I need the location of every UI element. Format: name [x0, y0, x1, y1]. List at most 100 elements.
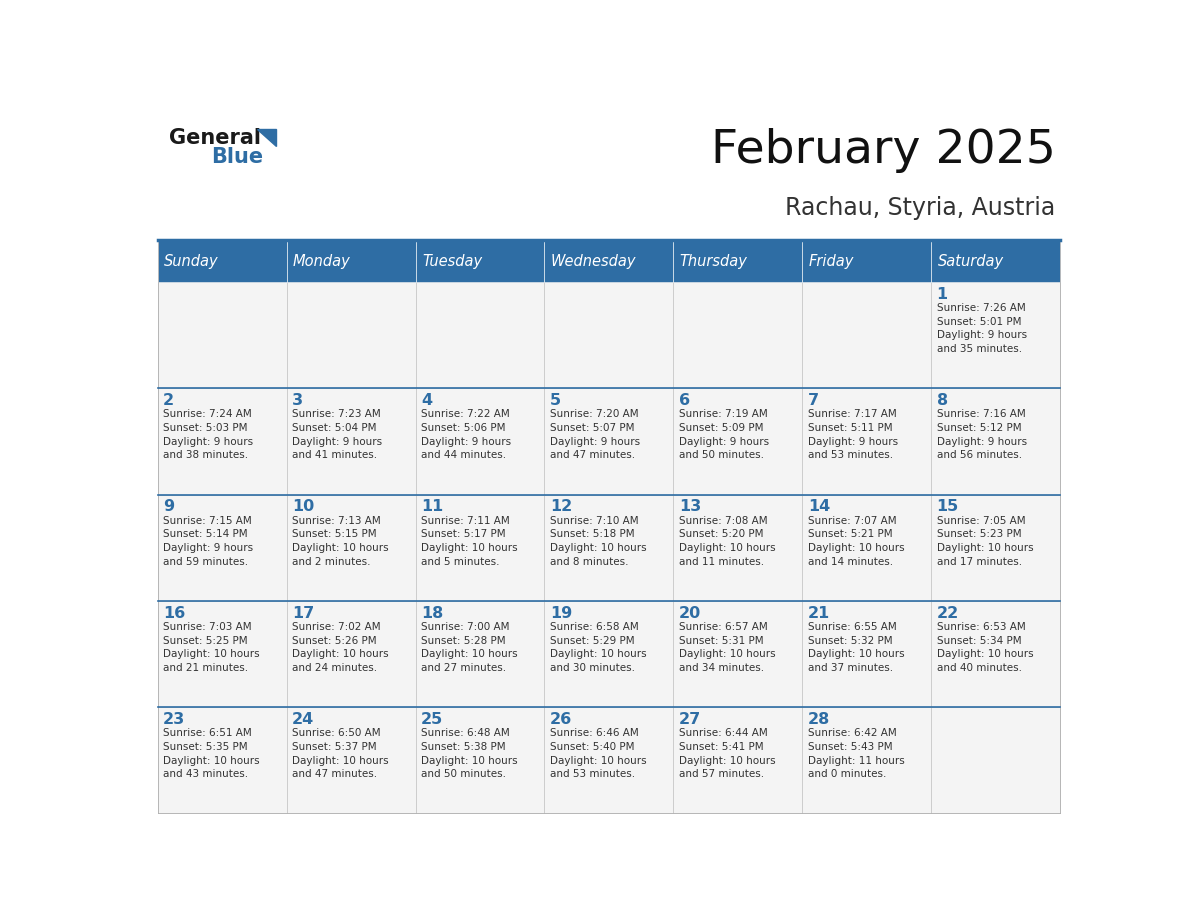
Bar [802, 707, 931, 813]
Text: Sunrise: 6:58 AM
Sunset: 5:29 PM
Daylight: 10 hours
and 30 minutes.: Sunrise: 6:58 AM Sunset: 5:29 PM Dayligh… [550, 622, 646, 673]
Bar [286, 282, 416, 388]
Text: Sunday: Sunday [164, 254, 219, 269]
Bar [286, 707, 416, 813]
Bar [158, 282, 286, 388]
Bar [802, 282, 931, 388]
Polygon shape [257, 129, 276, 145]
Bar [286, 388, 416, 495]
Text: 10: 10 [292, 499, 315, 514]
Text: 3: 3 [292, 393, 303, 409]
Text: Sunrise: 6:46 AM
Sunset: 5:40 PM
Daylight: 10 hours
and 53 minutes.: Sunrise: 6:46 AM Sunset: 5:40 PM Dayligh… [550, 728, 646, 779]
Text: 12: 12 [550, 499, 573, 514]
Bar [674, 241, 802, 282]
Text: Sunrise: 7:23 AM
Sunset: 5:04 PM
Daylight: 9 hours
and 41 minutes.: Sunrise: 7:23 AM Sunset: 5:04 PM Dayligh… [292, 409, 383, 460]
Bar [674, 282, 802, 388]
Text: 25: 25 [421, 712, 443, 727]
Bar [674, 601, 802, 707]
Text: Sunrise: 7:00 AM
Sunset: 5:28 PM
Daylight: 10 hours
and 27 minutes.: Sunrise: 7:00 AM Sunset: 5:28 PM Dayligh… [421, 622, 518, 673]
Text: 14: 14 [808, 499, 830, 514]
Text: 5: 5 [550, 393, 561, 409]
Text: Sunrise: 7:11 AM
Sunset: 5:17 PM
Daylight: 10 hours
and 5 minutes.: Sunrise: 7:11 AM Sunset: 5:17 PM Dayligh… [421, 516, 518, 566]
Bar [158, 388, 286, 495]
Text: Thursday: Thursday [680, 254, 747, 269]
Text: Sunrise: 7:07 AM
Sunset: 5:21 PM
Daylight: 10 hours
and 14 minutes.: Sunrise: 7:07 AM Sunset: 5:21 PM Dayligh… [808, 516, 904, 566]
Bar [544, 707, 674, 813]
Text: 27: 27 [678, 712, 701, 727]
Bar [416, 495, 544, 601]
Text: 24: 24 [292, 712, 315, 727]
Bar [544, 282, 674, 388]
Text: Sunrise: 7:15 AM
Sunset: 5:14 PM
Daylight: 9 hours
and 59 minutes.: Sunrise: 7:15 AM Sunset: 5:14 PM Dayligh… [163, 516, 253, 566]
Text: 1: 1 [936, 286, 948, 302]
Text: Sunrise: 7:05 AM
Sunset: 5:23 PM
Daylight: 10 hours
and 17 minutes.: Sunrise: 7:05 AM Sunset: 5:23 PM Dayligh… [936, 516, 1034, 566]
Text: Sunrise: 6:50 AM
Sunset: 5:37 PM
Daylight: 10 hours
and 47 minutes.: Sunrise: 6:50 AM Sunset: 5:37 PM Dayligh… [292, 728, 388, 779]
Text: Rachau, Styria, Austria: Rachau, Styria, Austria [785, 196, 1055, 220]
Bar [931, 707, 1060, 813]
Bar [802, 241, 931, 282]
Bar [544, 601, 674, 707]
Text: Wednesday: Wednesday [551, 254, 637, 269]
Text: Sunrise: 6:57 AM
Sunset: 5:31 PM
Daylight: 10 hours
and 34 minutes.: Sunrise: 6:57 AM Sunset: 5:31 PM Dayligh… [678, 622, 776, 673]
Text: 8: 8 [936, 393, 948, 409]
Text: Sunrise: 6:55 AM
Sunset: 5:32 PM
Daylight: 10 hours
and 37 minutes.: Sunrise: 6:55 AM Sunset: 5:32 PM Dayligh… [808, 622, 904, 673]
Text: Friday: Friday [809, 254, 854, 269]
Bar [158, 241, 286, 282]
Text: General: General [169, 128, 260, 148]
Text: Sunrise: 7:19 AM
Sunset: 5:09 PM
Daylight: 9 hours
and 50 minutes.: Sunrise: 7:19 AM Sunset: 5:09 PM Dayligh… [678, 409, 769, 460]
Text: Sunrise: 7:17 AM
Sunset: 5:11 PM
Daylight: 9 hours
and 53 minutes.: Sunrise: 7:17 AM Sunset: 5:11 PM Dayligh… [808, 409, 898, 460]
Bar [802, 495, 931, 601]
Bar [416, 388, 544, 495]
Text: Sunrise: 7:03 AM
Sunset: 5:25 PM
Daylight: 10 hours
and 21 minutes.: Sunrise: 7:03 AM Sunset: 5:25 PM Dayligh… [163, 622, 260, 673]
Text: 9: 9 [163, 499, 175, 514]
Text: Sunrise: 6:53 AM
Sunset: 5:34 PM
Daylight: 10 hours
and 40 minutes.: Sunrise: 6:53 AM Sunset: 5:34 PM Dayligh… [936, 622, 1034, 673]
Text: Sunrise: 6:42 AM
Sunset: 5:43 PM
Daylight: 11 hours
and 0 minutes.: Sunrise: 6:42 AM Sunset: 5:43 PM Dayligh… [808, 728, 904, 779]
Text: 16: 16 [163, 606, 185, 621]
Bar [286, 601, 416, 707]
Bar [544, 241, 674, 282]
Text: Saturday: Saturday [937, 254, 1004, 269]
Text: Sunrise: 6:44 AM
Sunset: 5:41 PM
Daylight: 10 hours
and 57 minutes.: Sunrise: 6:44 AM Sunset: 5:41 PM Dayligh… [678, 728, 776, 779]
Text: Sunrise: 7:26 AM
Sunset: 5:01 PM
Daylight: 9 hours
and 35 minutes.: Sunrise: 7:26 AM Sunset: 5:01 PM Dayligh… [936, 303, 1026, 354]
Text: Sunrise: 7:02 AM
Sunset: 5:26 PM
Daylight: 10 hours
and 24 minutes.: Sunrise: 7:02 AM Sunset: 5:26 PM Dayligh… [292, 622, 388, 673]
Text: Sunrise: 6:48 AM
Sunset: 5:38 PM
Daylight: 10 hours
and 50 minutes.: Sunrise: 6:48 AM Sunset: 5:38 PM Dayligh… [421, 728, 518, 779]
Text: 28: 28 [808, 712, 830, 727]
Text: 13: 13 [678, 499, 701, 514]
Text: 2: 2 [163, 393, 175, 409]
Bar [158, 495, 286, 601]
Text: Sunrise: 7:22 AM
Sunset: 5:06 PM
Daylight: 9 hours
and 44 minutes.: Sunrise: 7:22 AM Sunset: 5:06 PM Dayligh… [421, 409, 511, 460]
Bar [416, 282, 544, 388]
Bar [416, 707, 544, 813]
Bar [674, 388, 802, 495]
Bar [931, 601, 1060, 707]
Text: 20: 20 [678, 606, 701, 621]
Text: Sunrise: 7:20 AM
Sunset: 5:07 PM
Daylight: 9 hours
and 47 minutes.: Sunrise: 7:20 AM Sunset: 5:07 PM Dayligh… [550, 409, 640, 460]
Text: Monday: Monday [293, 254, 350, 269]
Text: Sunrise: 7:08 AM
Sunset: 5:20 PM
Daylight: 10 hours
and 11 minutes.: Sunrise: 7:08 AM Sunset: 5:20 PM Dayligh… [678, 516, 776, 566]
Bar [931, 282, 1060, 388]
Text: 26: 26 [550, 712, 573, 727]
Text: 15: 15 [936, 499, 959, 514]
Text: Tuesday: Tuesday [422, 254, 482, 269]
Bar [674, 495, 802, 601]
Bar [544, 388, 674, 495]
Text: 4: 4 [421, 393, 432, 409]
Text: 19: 19 [550, 606, 573, 621]
Text: Sunrise: 7:16 AM
Sunset: 5:12 PM
Daylight: 9 hours
and 56 minutes.: Sunrise: 7:16 AM Sunset: 5:12 PM Dayligh… [936, 409, 1026, 460]
Text: 22: 22 [936, 606, 959, 621]
Text: 18: 18 [421, 606, 443, 621]
Bar [416, 241, 544, 282]
Bar [286, 495, 416, 601]
Bar [931, 241, 1060, 282]
Bar [931, 495, 1060, 601]
Text: 7: 7 [808, 393, 819, 409]
Text: 6: 6 [678, 393, 690, 409]
Bar [802, 388, 931, 495]
Text: Sunrise: 7:13 AM
Sunset: 5:15 PM
Daylight: 10 hours
and 2 minutes.: Sunrise: 7:13 AM Sunset: 5:15 PM Dayligh… [292, 516, 388, 566]
Text: 23: 23 [163, 712, 185, 727]
Text: 21: 21 [808, 606, 830, 621]
Bar [674, 707, 802, 813]
Text: 17: 17 [292, 606, 315, 621]
Text: Blue: Blue [211, 147, 264, 167]
Bar [802, 601, 931, 707]
Text: Sunrise: 6:51 AM
Sunset: 5:35 PM
Daylight: 10 hours
and 43 minutes.: Sunrise: 6:51 AM Sunset: 5:35 PM Dayligh… [163, 728, 260, 779]
